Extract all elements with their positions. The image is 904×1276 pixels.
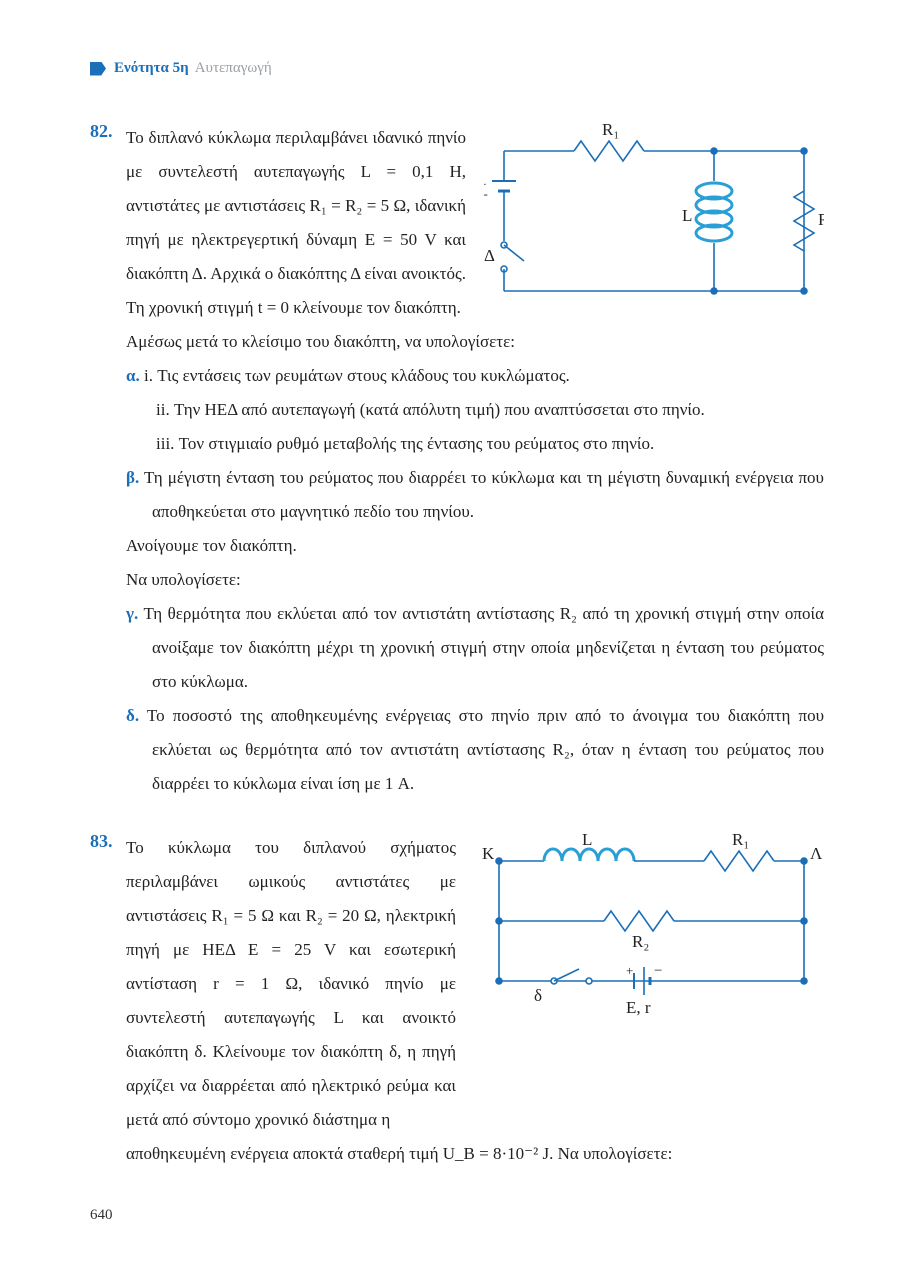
bookmark-icon: [90, 62, 106, 76]
item-a-ii: ii. Την ΗΕΔ από αυτεπαγωγή (κατά απόλυτη…: [126, 393, 824, 427]
item-a-iii: iii. Τον στιγμιαίο ρυθμό μεταβολής της έ…: [126, 427, 824, 461]
problem-number: 82.: [90, 121, 126, 801]
after-figure-text: Αμέσως μετά το κλείσιμο του διακόπτη, να…: [126, 325, 824, 359]
label-r2: R₂: [818, 210, 824, 229]
circuit-figure-82: R₁ + − E E L R₂ Δ: [484, 121, 824, 321]
problem-body: Το διπλανό κύκλωμα περιλαμβάνει ιδανικό …: [126, 121, 824, 801]
problem-83: 83. Το κύκλωμα του διπλανού σχήματος περ…: [90, 831, 824, 1171]
label-k: K: [482, 844, 495, 863]
problem-82: 82. Το διπλανό κύκλωμα περιλαμβάνει ιδαν…: [90, 121, 824, 801]
label-lambda: Λ: [810, 844, 823, 863]
page-number: 640: [90, 1207, 824, 1224]
circuit-figure-83: K Λ L R₁ R₂ δ + − E, r: [474, 831, 824, 1031]
item-d: δ. Το ποσοστό της αποθηκευμένης ενέργεια…: [126, 699, 824, 801]
open-switch: Ανοίγουμε τον διακόπτη.: [126, 529, 824, 563]
unit-title: Αυτεπαγωγή: [195, 60, 272, 77]
svg-text:+: +: [626, 963, 633, 978]
label-delta-item: δ.: [126, 706, 139, 725]
problem-body: Το κύκλωμα του διπλανού σχήματος περιλαμ…: [126, 831, 824, 1171]
label-l: L: [682, 206, 692, 225]
svg-text:−: −: [484, 185, 488, 205]
svg-text:−: −: [654, 963, 662, 979]
label-beta: β.: [126, 468, 139, 487]
intro-with-figure: Το διπλανό κύκλωμα περιλαμβάνει ιδανικό …: [126, 121, 824, 325]
label-r2: R₂: [632, 932, 649, 951]
label-delta: Δ: [484, 246, 495, 265]
label-er: E, r: [626, 998, 651, 1017]
label-alpha: α.: [126, 366, 140, 385]
intro-with-figure: Το κύκλωμα του διπλανού σχήματος περιλαμ…: [126, 831, 824, 1137]
label-d: δ: [534, 986, 542, 1005]
page-header: Ενότητα 5η Αυτεπαγωγή: [90, 60, 824, 77]
label-r1: R₁: [602, 121, 619, 139]
after-figure-text-83: αποθηκευμένη ενέργεια αποκτά σταθερή τιμ…: [126, 1137, 824, 1171]
page: Ενότητα 5η Αυτεπαγωγή 82. Το διπλανό κύκ…: [0, 0, 904, 1264]
label-r1: R₁: [732, 831, 749, 849]
item-c: γ. Τη θερμότητα που εκλύεται από τον αντ…: [126, 597, 824, 699]
intro-text: Το διπλανό κύκλωμα περιλαμβάνει ιδανικό …: [126, 121, 466, 325]
unit-label: Ενότητα 5η: [114, 60, 189, 77]
item-b: β. Τη μέγιστη ένταση του ρεύματος που δι…: [126, 461, 824, 529]
intro-text: Το κύκλωμα του διπλανού σχήματος περιλαμ…: [126, 831, 456, 1137]
problem-number: 83.: [90, 831, 126, 1171]
calc-prompt: Να υπολογίσετε:: [126, 563, 824, 597]
item-a-i: α. i. Τις εντάσεις των ρευμάτων στους κλ…: [126, 359, 824, 393]
label-gamma: γ.: [126, 604, 138, 623]
label-lind: L: [582, 831, 592, 849]
